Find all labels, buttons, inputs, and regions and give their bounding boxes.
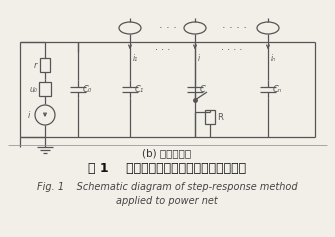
Bar [205,110,215,124]
Text: R: R [217,113,223,122]
Text: C₀: C₀ [83,85,92,94]
Text: r: r [33,60,37,69]
Text: iₙ: iₙ [271,54,276,63]
Text: i: i [198,54,200,63]
Text: (b) 等效电路图: (b) 等效电路图 [142,148,192,158]
Text: 图 1    阶跃响应法应用于电网的原理示意图: 图 1 阶跃响应法应用于电网的原理示意图 [88,163,246,176]
Bar [39,82,51,96]
Text: · · ·: · · · [155,45,170,55]
Text: · · · ·: · · · · [221,45,242,55]
Text: Cₙ: Cₙ [273,85,282,94]
Text: applied to power net: applied to power net [116,196,218,206]
Text: Fig. 1    Schematic diagram of step-response method: Fig. 1 Schematic diagram of step-respons… [37,182,297,192]
Text: i₁: i₁ [133,54,138,63]
Text: i: i [28,110,30,119]
Text: · · ·: · · · [158,23,177,33]
Text: C: C [200,85,206,94]
Text: u₀: u₀ [29,85,37,94]
Text: · · · ·: · · · · [222,23,247,33]
Text: C₁: C₁ [135,85,144,94]
Bar [40,58,50,72]
